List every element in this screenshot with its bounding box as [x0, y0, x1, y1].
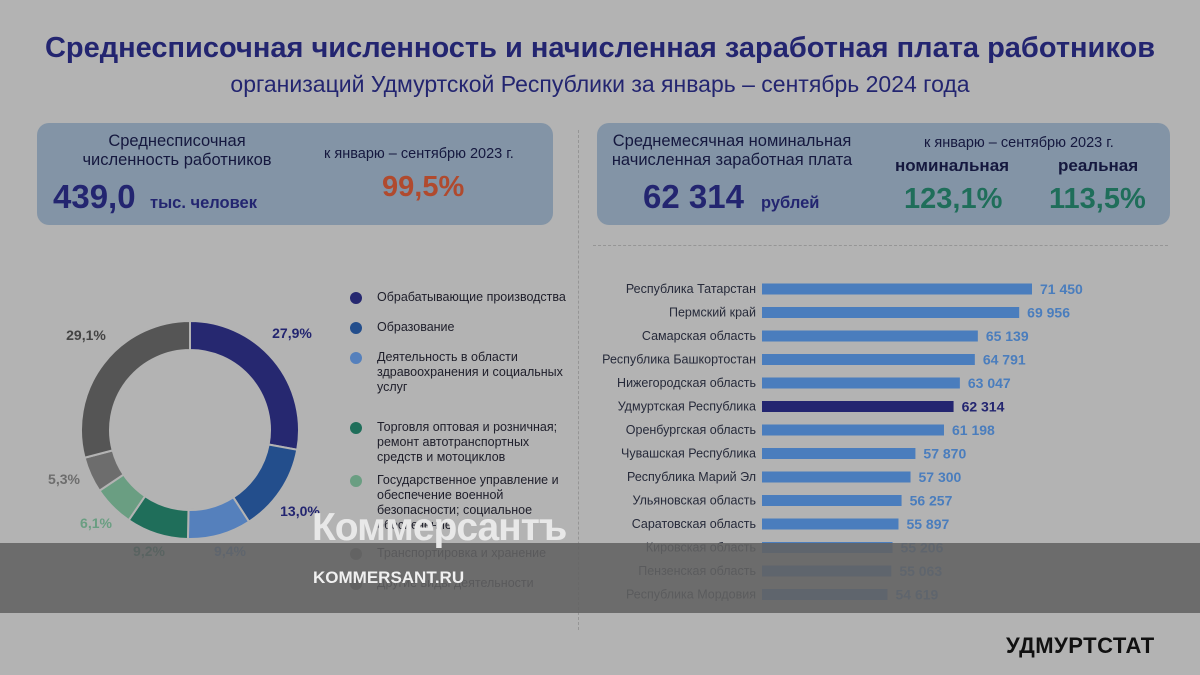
bar	[762, 448, 916, 459]
udmurtstat-logo: УДМУРТСТАТ	[1006, 633, 1155, 658]
bar	[762, 495, 902, 506]
chart-title: Среднесписочная численность и начисленна…	[44, 32, 1156, 64]
employees-value: 439,0	[53, 178, 136, 215]
bar-category-label: Республика Башкортостан	[602, 353, 756, 367]
real-label: реальная	[1058, 156, 1139, 175]
nominal-value: 123,1%	[904, 183, 1003, 215]
bar	[762, 518, 899, 530]
bar-value-label: 57 300	[919, 469, 962, 485]
bar	[762, 471, 911, 483]
employees-unit: тыс. человек	[150, 194, 257, 212]
watermark-url: KOMMERSANT.RU	[313, 568, 465, 587]
employees-compare-label: к январю – сентябрю 2023 г.	[324, 146, 514, 162]
bar	[762, 377, 960, 389]
watermark-brand: Коммерсантъ	[312, 506, 567, 549]
legend-swatch	[350, 292, 362, 304]
real-value: 113,5%	[1049, 183, 1146, 215]
donut-slice-label: 29,1%	[66, 327, 106, 343]
bar-category-label: Самарская область	[642, 329, 756, 343]
legend-swatch	[350, 475, 362, 487]
legend-swatch	[350, 322, 362, 334]
donut-slice	[80, 319, 191, 459]
legend-label: Торговля оптовая и розничная; ремонт авт…	[377, 420, 558, 464]
bar-value-label: 62 314	[962, 399, 1005, 415]
salary-value: 62 314	[643, 178, 744, 215]
bar-category-label: Нижегородская область	[617, 376, 756, 390]
legend-swatch	[350, 352, 362, 364]
bar-category-label: Саратовская область	[632, 517, 756, 531]
legend-label: Образование	[377, 320, 455, 334]
donut-slice-label: 5,3%	[48, 471, 80, 487]
bar	[762, 307, 1020, 318]
legend-swatch	[350, 422, 362, 434]
employees-label-2: численность работников	[82, 151, 272, 169]
donut-slice-label: 13,0%	[280, 503, 320, 519]
employees-compare-value: 99,5%	[382, 171, 465, 203]
bar-value-label: 64 791	[983, 352, 1026, 368]
bar-value-label: 57 870	[923, 446, 966, 462]
salary-unit: рублей	[761, 194, 820, 212]
salary-card: Среднемесячная номинальная начисленная з…	[597, 123, 1170, 225]
employees-label-1: Среднесписочная	[108, 132, 246, 150]
salary-compare-label: к январю – сентябрю 2023 г.	[924, 135, 1114, 151]
bar-category-label: Удмуртская Республика	[618, 400, 756, 414]
salary-label-2: начисленная заработная плата	[611, 151, 853, 169]
legend-label: Деятельность в области здравоохранения и…	[377, 350, 563, 394]
bar-category-label: Пермский край	[669, 306, 756, 320]
donut-slice-label: 6,1%	[80, 515, 112, 531]
bar-value-label: 69 956	[1027, 305, 1070, 321]
chart-subtitle: организаций Удмуртской Республики за янв…	[230, 71, 970, 97]
bar	[762, 283, 1032, 295]
employees-card: Среднесписочная численность работников 4…	[37, 123, 553, 225]
bar-value-label: 63 047	[968, 375, 1011, 391]
divider-vertical	[578, 130, 579, 630]
bar-value-label: 55 897	[906, 516, 949, 532]
bar-value-label: 56 257	[910, 493, 953, 509]
bar	[762, 401, 954, 412]
donut-slice-label: 27,9%	[272, 325, 312, 341]
legend-label: Государственное управление и обеспечение…	[377, 473, 559, 532]
salary-label-1: Среднемесячная номинальная	[612, 132, 852, 150]
bar-category-label: Оренбургская область	[626, 423, 756, 437]
bar-category-label: Ульяновская область	[632, 494, 756, 508]
legend-label: Обрабатывающие производства	[377, 290, 566, 304]
bar-category-label: Чувашская Республика	[621, 447, 756, 461]
donut-chart: 27,9%13,0%9,4%9,2%6,1%5,3%29,1%	[48, 319, 320, 559]
bar	[762, 354, 975, 365]
bar	[762, 424, 944, 436]
bar-value-label: 61 198	[952, 422, 995, 438]
bar-value-label: 65 139	[986, 328, 1029, 344]
bar-category-label: Республика Марий Эл	[627, 470, 756, 484]
watermark-band	[0, 543, 1200, 613]
bar-category-label: Республика Татарстан	[626, 282, 756, 296]
nominal-label: номинальная	[895, 156, 1010, 175]
divider-horizontal	[593, 245, 1168, 246]
bar	[762, 330, 978, 342]
bar-value-label: 71 450	[1040, 281, 1083, 297]
